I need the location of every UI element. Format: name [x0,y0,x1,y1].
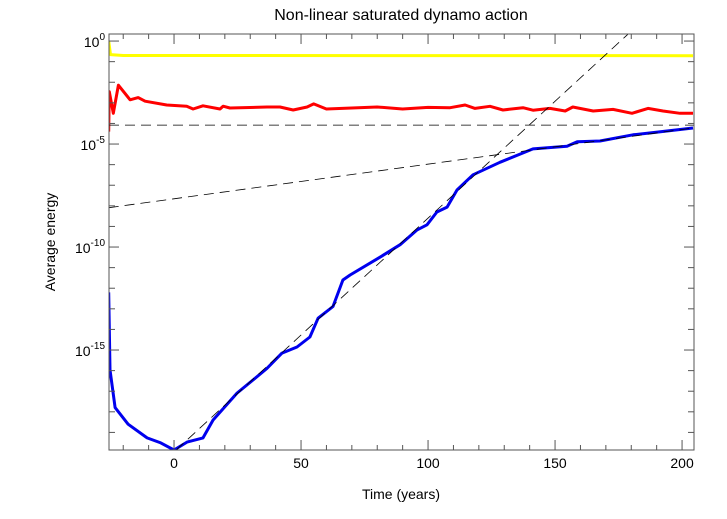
reference-line-5 [175,34,628,450]
x-axis-label: Time (years) [362,486,440,502]
y-tick-exponent: 0 [99,32,105,43]
y-tick-exponent: -15 [91,341,106,352]
y-tick-label: 10-10 [75,238,105,256]
y-axis-label: Average energy [42,193,58,292]
reference-line-4 [109,127,694,209]
y-tick-label: 10-15 [75,341,105,359]
y-tick-base: 10 [81,137,97,153]
x-tick-label: 100 [416,455,440,471]
y-tick-base: 10 [84,34,100,50]
x-tick-label: 50 [293,455,309,471]
y-tick-base: 10 [75,343,91,359]
y-tick-label: 100 [84,32,106,50]
series-line-0 [109,40,694,58]
chart-title: Non-linear saturated dynamo action [274,7,527,24]
y-tick-exponent: -10 [91,238,106,249]
y-tick-exponent: -5 [96,135,105,146]
plot-frame [108,33,695,451]
series-layer [109,34,694,450]
x-tick-label: 150 [543,455,567,471]
x-tick-label: 200 [670,455,694,471]
series-line-1 [109,83,693,132]
y-tick-label: 10-5 [81,135,106,153]
y-tick-base: 10 [75,240,91,256]
x-tick-label: 0 [170,455,178,471]
series-line-2 [109,126,694,450]
